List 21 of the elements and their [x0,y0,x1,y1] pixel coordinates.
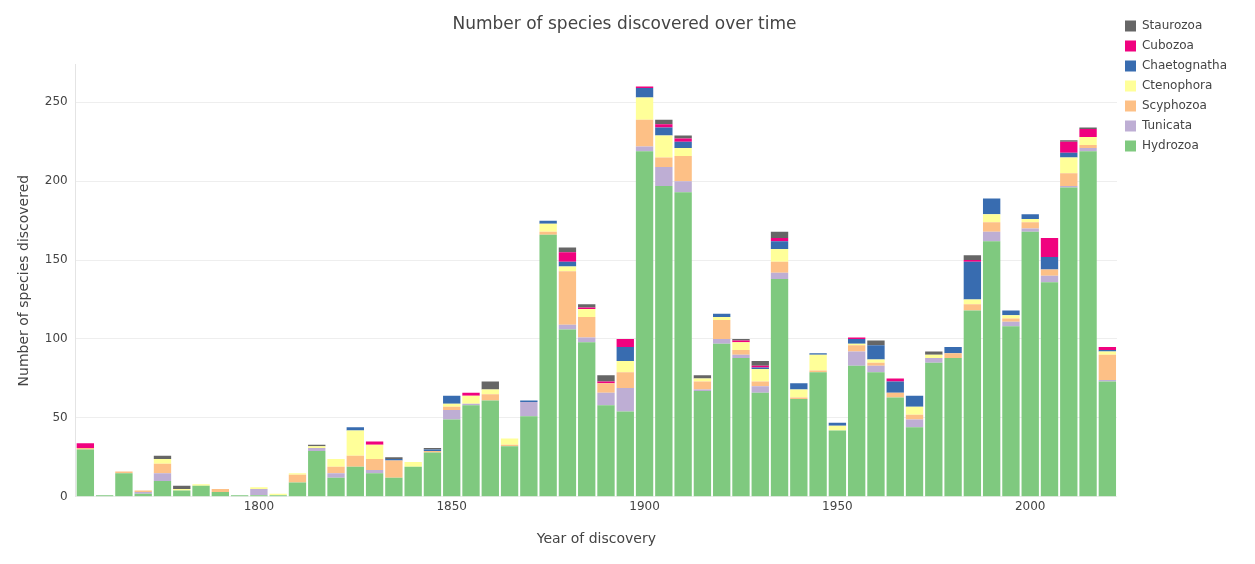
y-tick-label: 250 [44,94,68,109]
y-tick-label: 150 [44,252,68,267]
legend-label: Hydrozoa [1141,138,1199,153]
legend-label: Staurozoa [1141,18,1203,33]
y-axis-title: Number of species discovered [15,174,32,387]
legend-label: Tunicata [1140,118,1193,133]
x-tick-label: 1950 [822,499,853,514]
x-axis-title: Year of discovery [535,530,656,547]
y-tick-label: 50 [52,410,68,425]
legend-label: Scyphozoa [1141,98,1207,113]
x-tick-label: 2000 [1014,499,1046,514]
legend-label: Chaetognatha [1141,58,1228,73]
y-tick-label: 0 [60,488,68,503]
x-tick-label: 1900 [629,499,660,514]
x-tick-label: 1850 [436,499,467,514]
x-tick-label: 1800 [243,499,275,514]
legend-label: Cubozoa [1141,38,1194,53]
legend-label: Ctenophora [1141,78,1213,93]
y-tick-label: 200 [44,173,68,188]
y-tick-label: 100 [44,331,68,346]
chart-title: Number of species discovered over time [452,12,797,33]
